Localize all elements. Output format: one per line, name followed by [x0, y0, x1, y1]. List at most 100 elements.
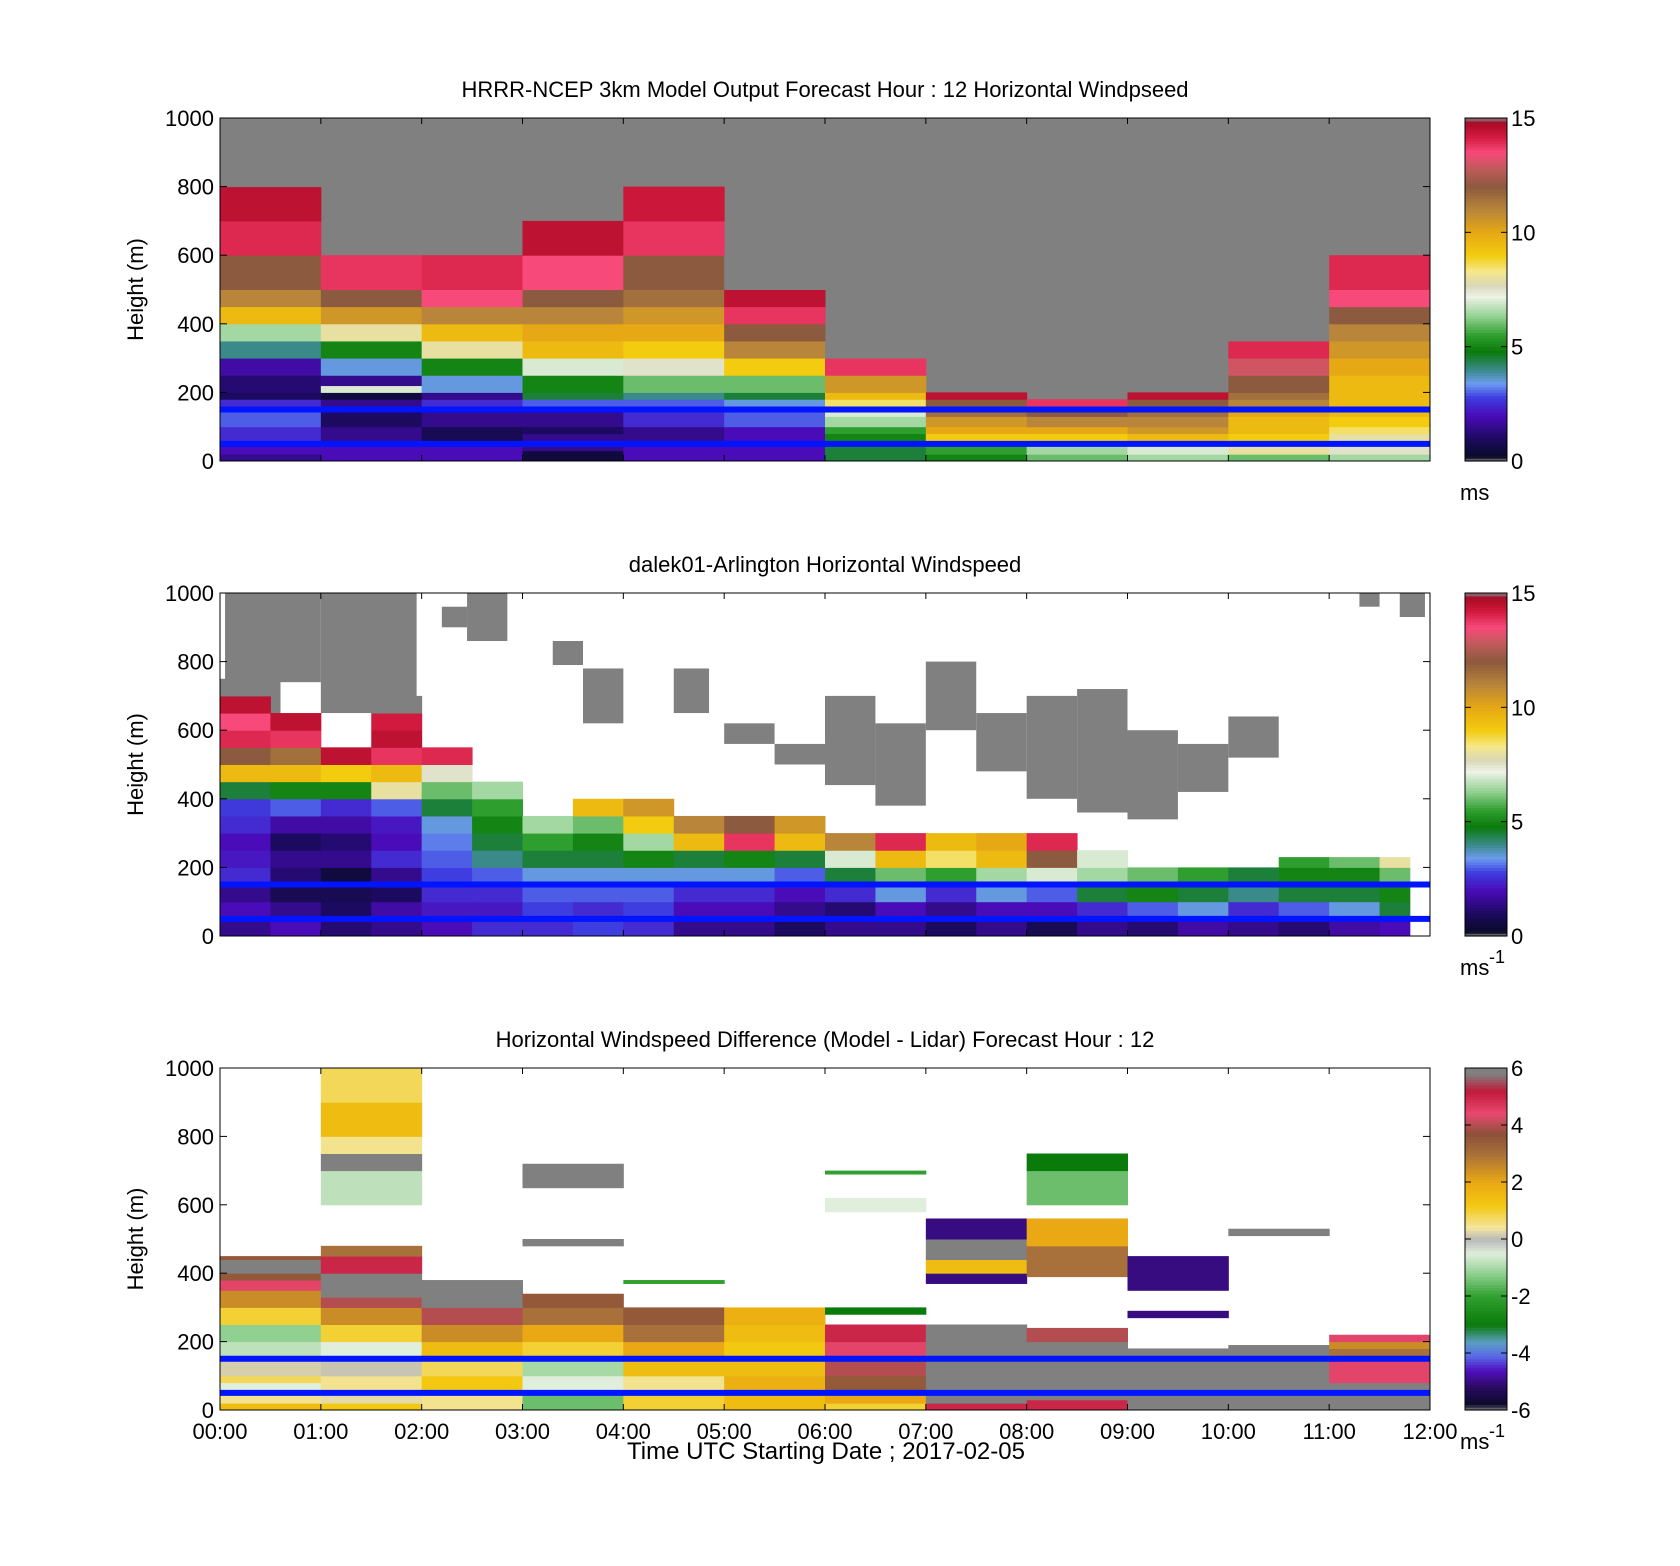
colorbar-segment [1465, 163, 1507, 168]
colorbar-segment [1465, 1287, 1507, 1291]
colorbar-segment [1465, 1276, 1507, 1280]
heat-cell-1-8 [320, 340, 423, 359]
x-tick-label: 04:00 [596, 1419, 651, 1444]
heat-cell-4-3 [623, 1341, 725, 1360]
colorbar-segment [1465, 412, 1507, 416]
colorbar-segment [1465, 1335, 1507, 1340]
heat-cell-5-1 [724, 426, 826, 445]
heat-cell-0-0 [220, 454, 322, 462]
colorbar-segment [1465, 707, 1507, 711]
colorbar-segment [1465, 744, 1507, 748]
heat-cell-0-10 [220, 747, 271, 765]
colorbar-segment [1465, 624, 1507, 628]
heat-cell-3-7 [371, 798, 423, 817]
heat-cell-1-8 [270, 781, 322, 800]
heat-cell-7-2 [572, 884, 624, 903]
colorbar-segment [1465, 1273, 1507, 1277]
heat-cell-0-11 [220, 289, 322, 308]
y-tick-label: 1000 [165, 106, 214, 131]
heat-cell-12-2 [825, 884, 876, 903]
missing-data-patch-16 [1127, 730, 1178, 820]
heat-cell-15-3 [976, 867, 1028, 886]
colorbar-segment [1465, 778, 1507, 783]
colorbar-segment [1465, 907, 1507, 911]
colorbar-segment [1465, 901, 1507, 906]
heat-cell-18-2 [1127, 884, 1179, 903]
heat-cell-4-3 [421, 867, 473, 886]
heat-cell-8-6 [1026, 399, 1128, 411]
heat-cell-23-2 [1379, 884, 1411, 903]
colorbar-segment [1465, 881, 1507, 886]
heat-cell-3-6 [371, 815, 423, 834]
heat-cell-0-3 [220, 409, 322, 428]
missing-data-patch-11 [875, 723, 926, 806]
x-tick-label: 02:00 [394, 1419, 449, 1444]
colorbar-segment [1465, 844, 1507, 848]
colorbar-segment [1465, 1244, 1507, 1249]
colorbar-segment [1465, 921, 1507, 926]
heat-cell-22-3 [1329, 867, 1381, 886]
heat-cell-3-11 [522, 289, 624, 308]
colorbar-segment [1465, 1150, 1507, 1155]
colorbar-segment [1465, 1096, 1507, 1100]
colorbar-segment [1465, 1147, 1507, 1152]
heat-cell-11-4 [1329, 1341, 1431, 1349]
colorbar-segment [1465, 123, 1507, 128]
heat-cell-2-5 [421, 1307, 523, 1325]
heat-cell-21-0 [1278, 918, 1330, 937]
colorbar-segment [1465, 335, 1507, 339]
heat-cell-12-5 [825, 833, 876, 851]
heat-cell-4-6 [421, 815, 473, 834]
heat-cell-6-3 [825, 1358, 927, 1377]
colorbar-segment [1465, 209, 1507, 213]
heat-cell-5-6 [472, 815, 523, 834]
colorbar-segment [1465, 1256, 1507, 1260]
colorbar-segment [1465, 1358, 1507, 1363]
colorbar-segment [1465, 1073, 1507, 1078]
heat-cell-0-7 [220, 1307, 322, 1325]
heat-cell-10-6 [724, 815, 776, 834]
heat-cell-7-2 [925, 1358, 1028, 1377]
heat-cell-9-0 [1127, 454, 1229, 462]
heat-cell-10-5 [1228, 409, 1330, 417]
colorbar-segment [1465, 747, 1507, 751]
colorbar-segment [1465, 369, 1507, 373]
heat-cell-2-2 [421, 409, 523, 428]
heat-cell-3-9 [371, 764, 423, 783]
heat-cell-5-4 [472, 850, 523, 868]
heat-cell-3-8 [522, 340, 624, 359]
colorbar-segment [1465, 186, 1507, 191]
heat-cell-1-8 [320, 1273, 423, 1298]
colorbar-segment [1465, 735, 1507, 740]
heat-cell-14-5 [925, 833, 977, 851]
heat-cell-15-1 [976, 901, 1028, 920]
colorbar-segment [1465, 178, 1507, 182]
heat-cell-6-4 [522, 850, 574, 868]
colorbar-segment [1465, 1361, 1507, 1365]
heat-cell-10-8 [1228, 375, 1330, 393]
heat-cell-23-0 [1379, 918, 1411, 937]
heat-cell-7-1 [925, 1375, 1028, 1404]
panel-lidar: 0 200 400 600 800 1000 dalek01-Arlington Horiz… [123, 552, 1535, 980]
heat-cell-7-7 [925, 1218, 1028, 1240]
colorbar-segment [1465, 1119, 1507, 1123]
colorbar-tick-label: 0 [1511, 924, 1523, 949]
heat-cell-10-7 [1228, 392, 1330, 400]
heat-cell-0-9 [220, 764, 271, 783]
colorbar-segment [1465, 847, 1507, 851]
heat-cell-1-10 [270, 747, 322, 765]
heat-cell-5-1 [724, 1375, 826, 1394]
heat-cell-10-2 [1228, 433, 1330, 445]
heat-cell-2-1 [421, 426, 523, 445]
missing-data-patch-13 [976, 713, 1027, 772]
heat-cell-5-2 [724, 1358, 826, 1377]
heat-cell-1-9 [320, 323, 423, 342]
colorbar-tick-label: 15 [1511, 106, 1535, 131]
colorbar-segment [1465, 315, 1507, 319]
colorbar-segment [1465, 687, 1507, 691]
colorbar-segment [1465, 1130, 1507, 1135]
y-tick-label: 800 [177, 650, 214, 675]
colorbar-segment [1465, 895, 1507, 900]
heat-cell-1-3 [270, 867, 322, 886]
heat-cell-10-2 [724, 884, 776, 903]
